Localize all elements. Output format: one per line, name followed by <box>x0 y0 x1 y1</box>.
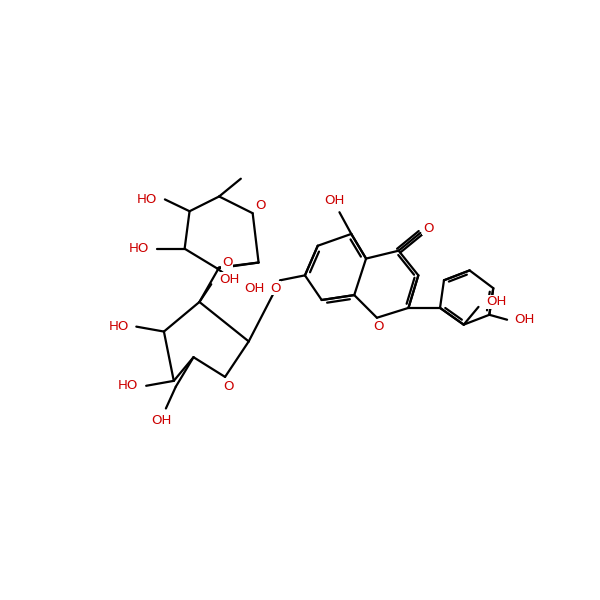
Text: O: O <box>223 380 233 393</box>
Text: OH: OH <box>151 414 171 427</box>
Text: OH: OH <box>486 295 506 308</box>
Text: O: O <box>423 221 433 235</box>
Text: O: O <box>256 199 266 212</box>
Text: OH: OH <box>515 313 535 326</box>
Text: HO: HO <box>129 242 149 255</box>
Text: OH: OH <box>325 194 345 207</box>
Text: OH: OH <box>219 273 239 286</box>
Text: HO: HO <box>109 320 129 333</box>
Text: HO: HO <box>118 379 139 392</box>
Text: HO: HO <box>137 193 157 206</box>
Text: O: O <box>270 281 281 295</box>
Text: O: O <box>374 320 384 333</box>
Text: OH: OH <box>244 281 265 295</box>
Text: O: O <box>222 256 232 269</box>
